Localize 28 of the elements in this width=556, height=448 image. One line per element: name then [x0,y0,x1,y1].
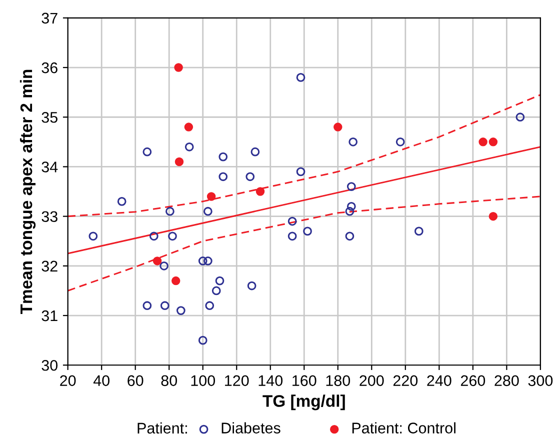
x-tick-label: 260 [460,375,486,386]
x-tick-label: 140 [258,375,283,386]
y-tick-label: 33 [42,211,58,222]
x-tick-label: 160 [292,375,316,386]
x-tick-label: 300 [528,375,553,386]
y-tick-label: 34 [42,162,58,172]
x-tick-label: 240 [427,375,452,386]
x-tick-label: 100 [191,375,216,386]
y-tick-label: 32 [42,260,58,272]
x-tick-label: 80 [161,375,178,386]
x-tick-label: 180 [326,375,350,386]
x-tick-label: 280 [494,375,519,386]
y-axis-title: Tmean tongue apex after 2 min [20,70,36,314]
legend-label: Diabetes [222,422,280,434]
y-tick-label: 31 [42,310,58,322]
x-tick-label: 60 [128,375,144,386]
y-tick-label: 35 [42,112,58,123]
x-tick-label: 120 [225,375,249,386]
x-tick-label: 20 [60,375,76,386]
legend-label: Patient: Control [352,422,456,434]
x-axis-title: TG [mg/dl] [262,394,345,410]
x-tick-label: 200 [360,375,384,386]
y-tick-label: 37 [42,12,58,24]
legend-title: Patient: [138,422,187,434]
y-tick-label: 30 [42,360,58,371]
x-tick-label: 40 [93,375,110,386]
y-tick-label: 36 [42,62,58,74]
x-tick-label: 220 [393,375,418,386]
